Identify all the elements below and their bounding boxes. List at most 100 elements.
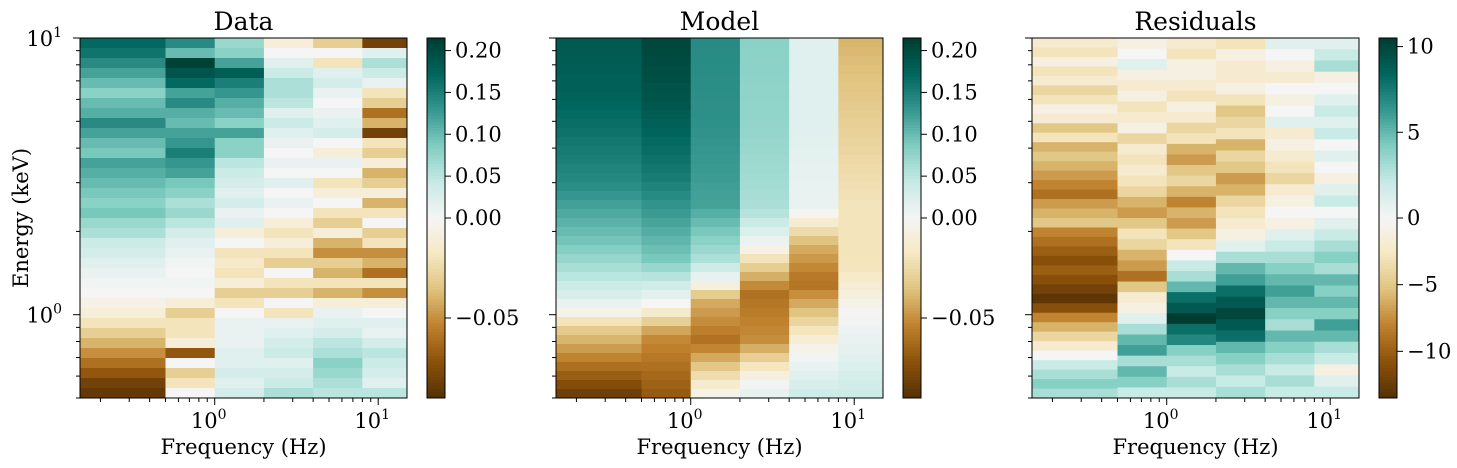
colorbar-segment [1379,71,1397,75]
heatmap-cell [838,317,884,327]
heatmap-cell [263,188,314,199]
heatmap-cell [263,78,314,89]
heatmap-cell [80,78,166,89]
heatmap-cell [641,227,692,237]
colorbar-segment [903,335,921,339]
heatmap-cell [1166,59,1217,71]
colorbar-tick-label: −0.05 [931,306,995,330]
colorbar-segment [1379,143,1397,147]
colorbar-segment [903,350,921,354]
colorbar-segment [903,104,921,108]
heatmap-cell [789,317,839,327]
chart-title: Model [680,7,759,36]
y-tick-label: 100 [26,302,62,328]
heatmap-cell [739,326,790,336]
heatmap-cell [1265,330,1315,343]
heatmap-cell [739,191,790,201]
colorbar-segment [903,317,921,321]
heatmap-cell [1032,350,1118,361]
heatmap-cell [556,380,642,390]
colorbar-segment [427,296,445,300]
heatmap-cell [165,318,216,329]
heatmap-cell [1265,38,1315,50]
heatmap-cell [739,110,790,120]
heatmap-cell [838,353,884,363]
colorbar-tick-label: 0.00 [455,206,502,230]
heatmap-cell [80,278,166,289]
colorbar-segment [903,236,921,240]
heatmap-cell [1314,229,1360,241]
heatmap-cell [641,119,692,129]
heatmap-cell [165,288,216,299]
heatmap-cell [1117,387,1168,399]
colorbar-segment [903,65,921,69]
colorbar-segment [427,71,445,75]
heatmap-cell [690,119,741,129]
heatmap-cell [263,228,314,239]
heatmap-cell [690,137,741,147]
heatmap-cell [263,378,314,389]
colorbar-segment [1379,134,1397,138]
heatmap-cell [838,299,884,309]
heatmap-cell [739,263,790,273]
heatmap-cell [1314,173,1360,185]
colorbar-segment [427,113,445,117]
heatmap-cell [1314,319,1360,331]
colorbar-segment [1379,377,1397,381]
heatmap-cell [739,155,790,165]
heatmap-cell [214,248,265,259]
colorbar-segment [1379,38,1397,42]
colorbar-segment [903,323,921,327]
colorbar-segment [903,299,921,303]
heatmap-cell [1166,366,1217,378]
heatmap-cell [1117,366,1168,378]
heatmap-cell [362,138,408,149]
heatmap-cell [214,348,265,359]
heatmap-cell [1265,49,1315,61]
heatmap-cell [1314,285,1360,298]
colorbar-segment [903,245,921,249]
heatmap-cell [1215,364,1266,376]
colorbar-segment [903,395,921,399]
colorbar-segment [1379,299,1397,303]
colorbar-segment [903,122,921,126]
heatmap-cell [1032,38,1118,48]
colorbar-segment [1379,92,1397,96]
heatmap-cell [1166,175,1217,187]
colorbar-segment [427,350,445,354]
heatmap-cell [838,182,884,192]
heatmap-cell [362,218,408,229]
heatmap-cell [690,110,741,120]
heatmap-cell [1265,308,1315,320]
heatmap-cell [1117,80,1168,92]
heatmap-cell [838,128,884,138]
heatmap-cell [556,56,642,66]
heatmap-cell [1032,123,1118,134]
heatmap-cell [838,371,884,381]
colorbar-segment [1379,260,1397,264]
heatmap-cell [362,178,408,189]
heatmap-cell [838,146,884,156]
heatmap-cell [214,218,265,229]
colorbar-segment [427,371,445,375]
heatmap-cell [313,278,363,289]
heatmap-cell [1032,94,1118,105]
heatmap-cell [739,371,790,381]
colorbar-segment [903,215,921,219]
heatmap-cell [80,348,166,359]
heatmap-cell [1314,49,1360,61]
colorbar-segment [903,128,921,132]
heatmap-cell [690,281,741,291]
heatmap-cell [690,92,741,102]
heatmap-cell [789,290,839,300]
colorbar-segment [1379,374,1397,378]
heatmap-cell [214,288,265,299]
colorbar-segment [427,284,445,288]
heatmap-cell [838,218,884,228]
colorbar-segment [427,368,445,372]
heatmap-cell [789,47,839,57]
heatmap-cell [214,178,265,189]
colorbar-segment [903,137,921,141]
colorbar-segment [903,119,921,123]
colorbar-segment [903,353,921,357]
